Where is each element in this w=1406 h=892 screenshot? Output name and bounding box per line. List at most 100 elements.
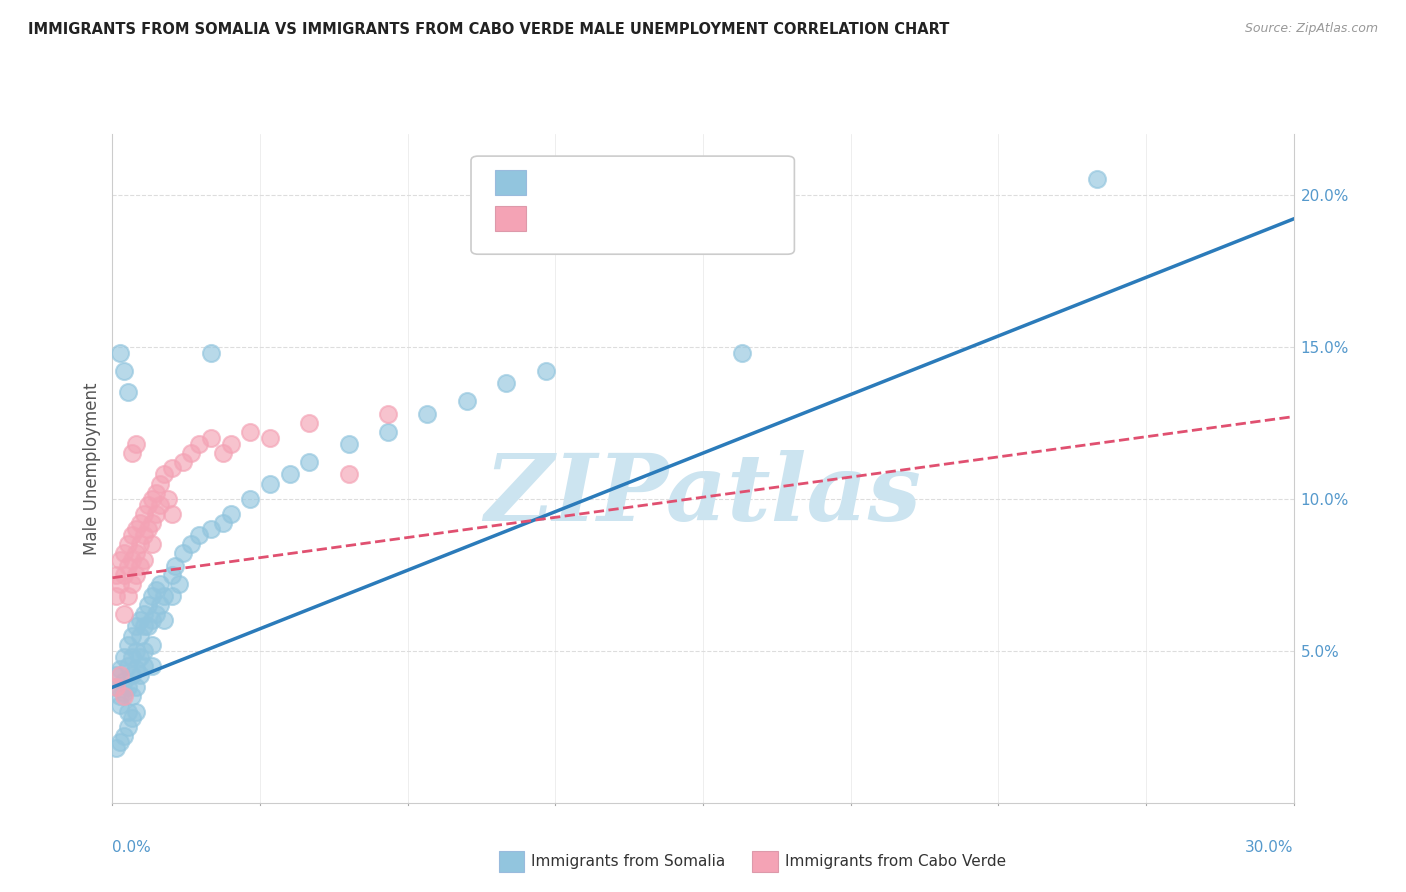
Point	[160, 507, 183, 521]
Point	[456, 394, 478, 409]
Point	[112, 607, 135, 622]
Point	[117, 558, 139, 573]
Point	[149, 598, 172, 612]
Point	[219, 507, 242, 521]
Text: R = 0.243   N = 51: R = 0.243 N = 51	[537, 211, 682, 226]
Point	[132, 619, 155, 633]
Point	[149, 577, 172, 591]
Point	[132, 552, 155, 566]
Point	[278, 467, 301, 482]
Point	[117, 659, 139, 673]
Point	[259, 431, 281, 445]
Point	[129, 668, 152, 682]
Point	[129, 613, 152, 627]
Text: R = 0.680   N = 72: R = 0.680 N = 72	[537, 176, 682, 190]
Point	[298, 455, 321, 469]
Point	[136, 522, 159, 536]
Point	[180, 446, 202, 460]
Point	[117, 385, 139, 400]
Point	[152, 467, 174, 482]
Point	[117, 589, 139, 603]
Point	[239, 491, 262, 506]
Point	[200, 431, 222, 445]
Point	[121, 446, 143, 460]
Point	[117, 720, 139, 734]
Point	[125, 522, 148, 536]
Point	[188, 437, 211, 451]
Point	[110, 698, 132, 713]
Text: 0.0%: 0.0%	[112, 839, 152, 855]
Point	[129, 628, 152, 642]
Point	[112, 690, 135, 704]
Point	[105, 680, 128, 694]
Point	[125, 619, 148, 633]
Point	[141, 638, 163, 652]
Point	[731, 345, 754, 359]
Point	[495, 376, 517, 391]
Point	[180, 537, 202, 551]
Point	[132, 659, 155, 673]
Point	[416, 407, 439, 421]
Text: 30.0%: 30.0%	[1246, 839, 1294, 855]
Point	[117, 537, 139, 551]
Point	[121, 668, 143, 682]
Point	[110, 345, 132, 359]
Text: Immigrants from Somalia: Immigrants from Somalia	[531, 855, 725, 869]
Point	[121, 711, 143, 725]
Point	[129, 516, 152, 530]
Point	[259, 476, 281, 491]
Point	[112, 364, 135, 378]
Point	[121, 628, 143, 642]
Point	[145, 607, 167, 622]
Point	[219, 437, 242, 451]
Point	[112, 674, 135, 689]
Point	[136, 498, 159, 512]
Point	[211, 446, 233, 460]
Text: ZIPatlas: ZIPatlas	[485, 450, 921, 540]
Point	[121, 577, 143, 591]
Point	[534, 364, 557, 378]
Text: IMMIGRANTS FROM SOMALIA VS IMMIGRANTS FROM CABO VERDE MALE UNEMPLOYMENT CORRELAT: IMMIGRANTS FROM SOMALIA VS IMMIGRANTS FR…	[28, 22, 949, 37]
Point	[152, 589, 174, 603]
Point	[117, 705, 139, 719]
Point	[110, 735, 132, 749]
Point	[132, 644, 155, 658]
Point	[125, 437, 148, 451]
Point	[169, 577, 191, 591]
Point	[337, 467, 360, 482]
Point	[377, 407, 399, 421]
Point	[132, 528, 155, 542]
Point	[160, 461, 183, 475]
Point	[337, 437, 360, 451]
Point	[145, 485, 167, 500]
Point	[145, 582, 167, 597]
Point	[110, 690, 132, 704]
Point	[141, 589, 163, 603]
Point	[165, 558, 187, 573]
Point	[125, 680, 148, 694]
Point	[129, 537, 152, 551]
Point	[132, 507, 155, 521]
Point	[125, 546, 148, 560]
Point	[129, 558, 152, 573]
Point	[105, 567, 128, 582]
Point	[200, 345, 222, 359]
Point	[136, 598, 159, 612]
Point	[105, 680, 128, 694]
Point	[141, 659, 163, 673]
Point	[121, 552, 143, 566]
Point	[156, 491, 179, 506]
Point	[141, 491, 163, 506]
Point	[132, 607, 155, 622]
Point	[149, 476, 172, 491]
Point	[211, 516, 233, 530]
Point	[110, 552, 132, 566]
Text: Immigrants from Cabo Verde: Immigrants from Cabo Verde	[785, 855, 1005, 869]
Point	[112, 729, 135, 743]
Point	[141, 613, 163, 627]
Point	[1085, 172, 1108, 186]
Point	[125, 644, 148, 658]
Point	[141, 516, 163, 530]
Point	[129, 649, 152, 664]
Point	[110, 668, 132, 682]
